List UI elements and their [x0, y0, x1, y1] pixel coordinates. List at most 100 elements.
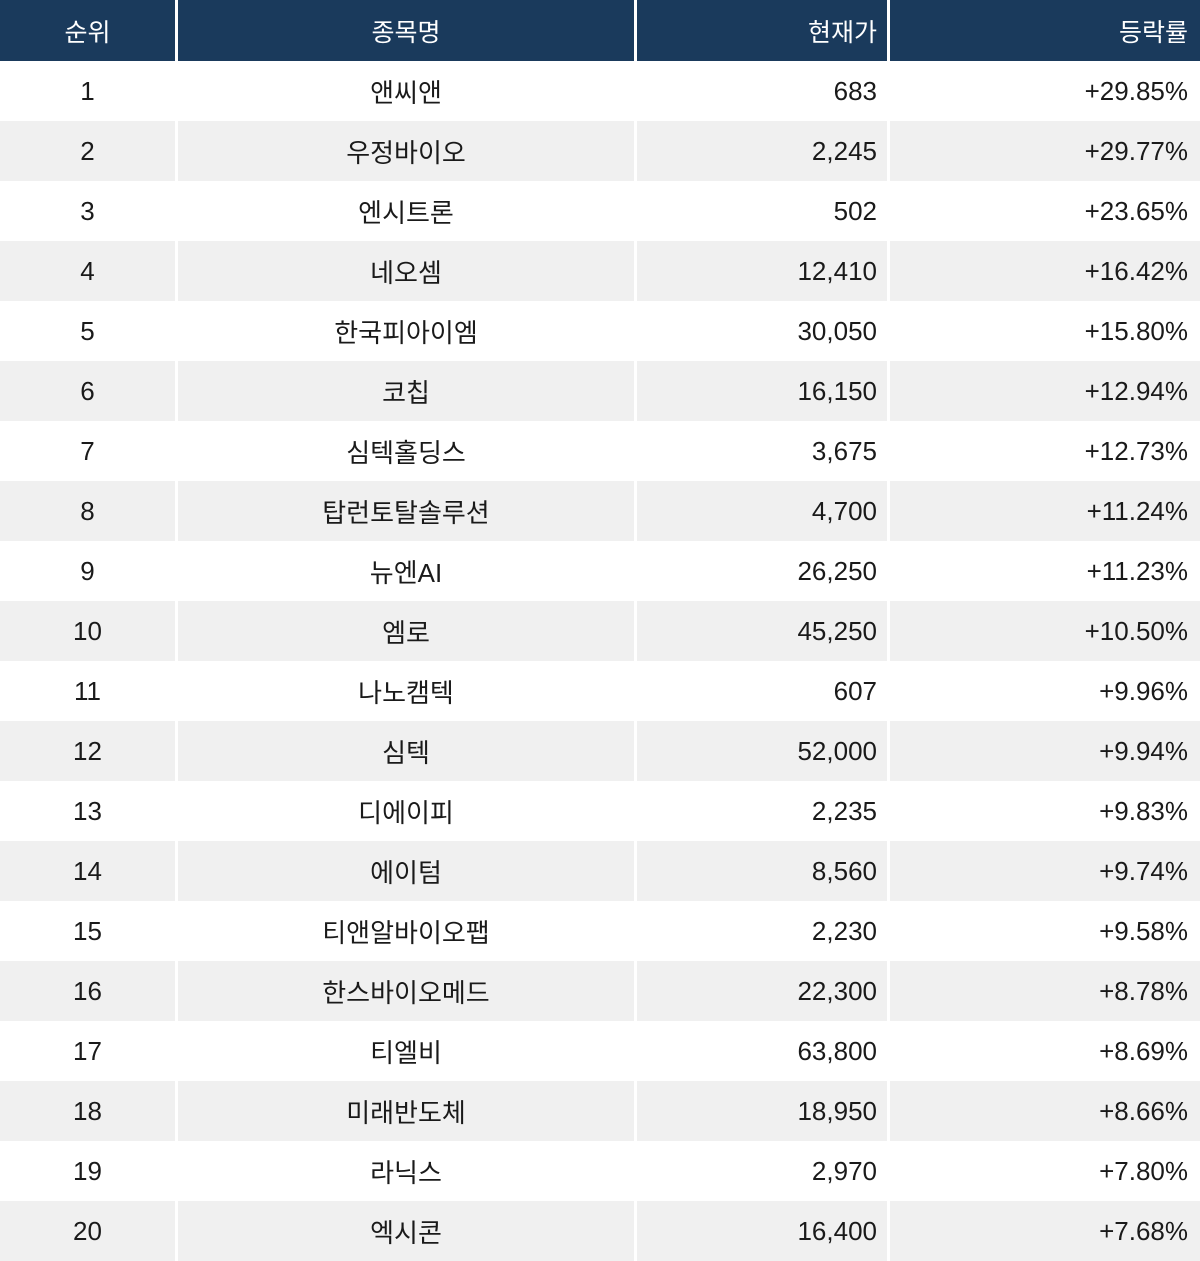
stock-name-cell: 우정바이오 [178, 121, 637, 181]
table-row[interactable]: 11 나노캠텍 607 +9.96% [0, 661, 1200, 721]
table-row[interactable]: 7 심텍홀딩스 3,675 +12.73% [0, 421, 1200, 481]
change-cell: +16.42% [1084, 255, 1188, 286]
price-cell: 3,675 [637, 421, 890, 481]
rank-cell: 18 [0, 1081, 178, 1141]
table-row[interactable]: 1 앤씨앤 683 +29.85% [0, 61, 1200, 121]
price-cell: 26,250 [637, 541, 890, 601]
table-row[interactable]: 5 한국피아이엠 30,050 +15.80% [0, 301, 1200, 361]
price-cell: 2,245 [637, 121, 890, 181]
rank-cell: 19 [0, 1141, 178, 1201]
change-cell: +29.85% [1084, 75, 1188, 106]
change-cell: +8.69% [1099, 1035, 1188, 1066]
rank-cell: 12 [0, 721, 178, 781]
stock-name-cell: 심텍홀딩스 [178, 421, 637, 481]
rank-cell: 6 [0, 361, 178, 421]
table-row[interactable]: 13 디에이피 2,235 +9.83% [0, 781, 1200, 841]
rank-cell: 8 [0, 481, 178, 541]
stock-name-cell: 한스바이오메드 [178, 961, 637, 1021]
rank-cell: 10 [0, 601, 178, 661]
change-cell: +11.23% [1086, 555, 1188, 586]
change-cell: +7.68% [1099, 1215, 1188, 1246]
price-cell: 4,700 [637, 481, 890, 541]
change-cell: +23.65% [1084, 195, 1188, 226]
price-cell: 16,150 [637, 361, 890, 421]
change-cell: +9.96% [1099, 675, 1188, 706]
price-cell: 2,970 [637, 1141, 890, 1201]
change-cell: +8.66% [1099, 1095, 1188, 1126]
change-cell: +12.73% [1084, 435, 1188, 466]
rank-cell: 17 [0, 1021, 178, 1081]
table-row[interactable]: 2 우정바이오 2,245 +29.77% [0, 121, 1200, 181]
change-cell: +29.77% [1084, 135, 1188, 166]
column-header-price: 현재가 [637, 0, 890, 61]
price-cell: 45,250 [637, 601, 890, 661]
price-cell: 52,000 [637, 721, 890, 781]
stock-name-cell: 디에이피 [178, 781, 637, 841]
stock-name-cell: 엑시콘 [178, 1201, 637, 1261]
stock-name-cell: 미래반도체 [178, 1081, 637, 1141]
table-row[interactable]: 10 엠로 45,250 +10.50% [0, 601, 1200, 661]
rank-cell: 16 [0, 961, 178, 1021]
stock-name-cell: 탑런토탈솔루션 [178, 481, 637, 541]
rank-cell: 14 [0, 841, 178, 901]
table-row[interactable]: 6 코칩 16,150 +12.94% [0, 361, 1200, 421]
stock-name-cell: 한국피아이엠 [178, 301, 637, 361]
table-row[interactable]: 16 한스바이오메드 22,300 +8.78% [0, 961, 1200, 1021]
rank-cell: 13 [0, 781, 178, 841]
change-cell: +9.83% [1099, 795, 1188, 826]
rank-cell: 11 [0, 661, 178, 721]
column-header-rank: 순위 [0, 0, 178, 61]
change-cell: +7.80% [1099, 1155, 1188, 1186]
table-row[interactable]: 15 티앤알바이오팹 2,230 +9.58% [0, 901, 1200, 961]
table-row[interactable]: 14 에이텀 8,560 +9.74% [0, 841, 1200, 901]
price-cell: 2,235 [637, 781, 890, 841]
change-cell: +11.24% [1086, 495, 1188, 526]
price-cell: 22,300 [637, 961, 890, 1021]
change-cell: +9.74% [1099, 855, 1188, 886]
rank-cell: 2 [0, 121, 178, 181]
stock-name-cell: 엔시트론 [178, 181, 637, 241]
price-cell: 30,050 [637, 301, 890, 361]
price-cell: 12,410 [637, 241, 890, 301]
table-header: 순위 종목명 현재가 등락률 [0, 0, 1200, 61]
table-row[interactable]: 17 티엘비 63,800 +8.69% [0, 1021, 1200, 1081]
table-row[interactable]: 8 탑런토탈솔루션 4,700 +11.24% [0, 481, 1200, 541]
stock-name-cell: 라닉스 [178, 1141, 637, 1201]
stock-name-cell: 에이텀 [178, 841, 637, 901]
rank-cell: 3 [0, 181, 178, 241]
table-body: 1 앤씨앤 683 +29.85% 2 우정바이오 2,245 +29.77% … [0, 61, 1200, 1261]
change-cell: +10.50% [1084, 615, 1188, 646]
change-cell: +8.78% [1099, 975, 1188, 1006]
stock-name-cell: 코칩 [178, 361, 637, 421]
table-row[interactable]: 9 뉴엔AI 26,250 +11.23% [0, 541, 1200, 601]
rank-cell: 20 [0, 1201, 178, 1261]
price-cell: 2,230 [637, 901, 890, 961]
table-row[interactable]: 4 네오셈 12,410 +16.42% [0, 241, 1200, 301]
price-cell: 683 [637, 61, 890, 121]
change-cell: +9.94% [1099, 735, 1188, 766]
stock-name-cell: 심텍 [178, 721, 637, 781]
change-cell: +15.80% [1084, 315, 1188, 346]
price-cell: 63,800 [637, 1021, 890, 1081]
table-row[interactable]: 19 라닉스 2,970 +7.80% [0, 1141, 1200, 1201]
price-cell: 8,560 [637, 841, 890, 901]
rank-cell: 15 [0, 901, 178, 961]
table-row[interactable]: 3 엔시트론 502 +23.65% [0, 181, 1200, 241]
rank-cell: 4 [0, 241, 178, 301]
price-cell: 502 [637, 181, 890, 241]
stock-name-cell: 네오셈 [178, 241, 637, 301]
change-cell: +12.94% [1084, 375, 1188, 406]
price-cell: 16,400 [637, 1201, 890, 1261]
table-row[interactable]: 18 미래반도체 18,950 +8.66% [0, 1081, 1200, 1141]
table-row[interactable]: 20 엑시콘 16,400 +7.68% [0, 1201, 1200, 1261]
price-cell: 18,950 [637, 1081, 890, 1141]
change-cell: +9.58% [1099, 915, 1188, 946]
rank-cell: 1 [0, 61, 178, 121]
column-header-change: 등락률 [1118, 18, 1188, 47]
table-row[interactable]: 12 심텍 52,000 +9.94% [0, 721, 1200, 781]
price-cell: 607 [637, 661, 890, 721]
rank-cell: 5 [0, 301, 178, 361]
stock-name-cell: 티앤알바이오팹 [178, 901, 637, 961]
stock-name-cell: 티엘비 [178, 1021, 637, 1081]
